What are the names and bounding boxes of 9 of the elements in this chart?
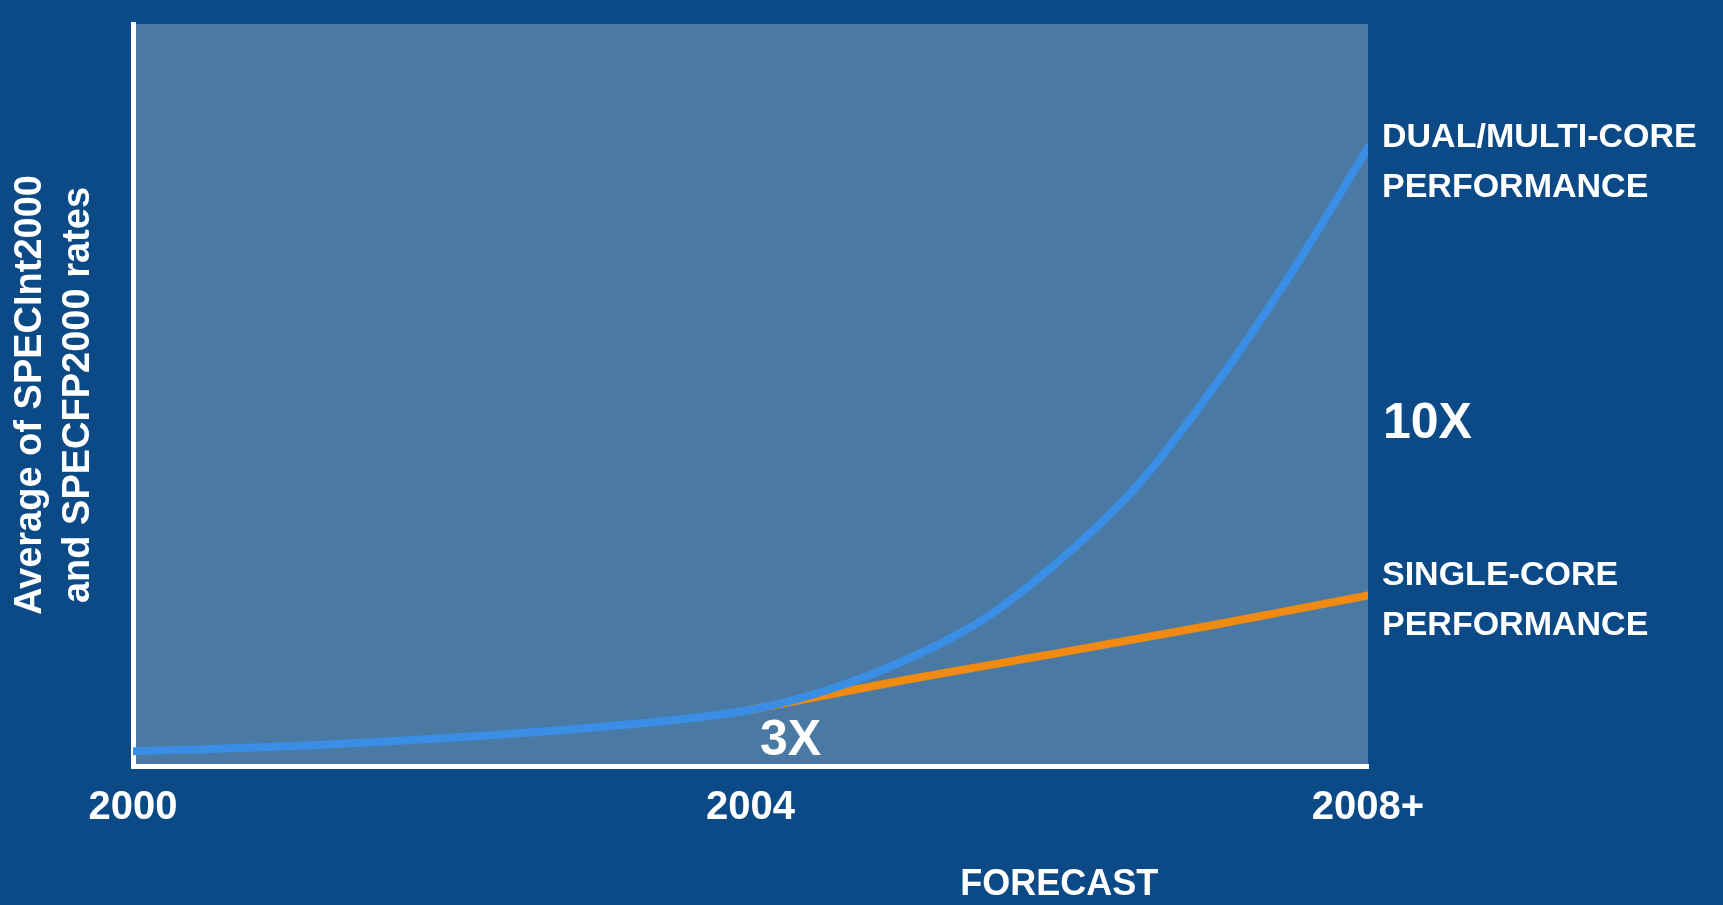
annotation: 3X (759, 709, 822, 766)
x-tick-label: 2004 (706, 783, 796, 828)
x-tick-label: 2008+ (1311, 783, 1425, 828)
series-label: SINGLE-CORE PERFORMANCE (1382, 553, 1649, 642)
y-axis-title: Average of SPECInt2000 and SPECFP2000 rates (7, 175, 98, 615)
text: FORECAST (960, 861, 1159, 903)
series-label: DUAL/MULTI-CORE PERFORMANCE (1382, 116, 1697, 205)
text: 10X (1383, 393, 1472, 450)
x-tick-label: 2000 (88, 783, 178, 828)
